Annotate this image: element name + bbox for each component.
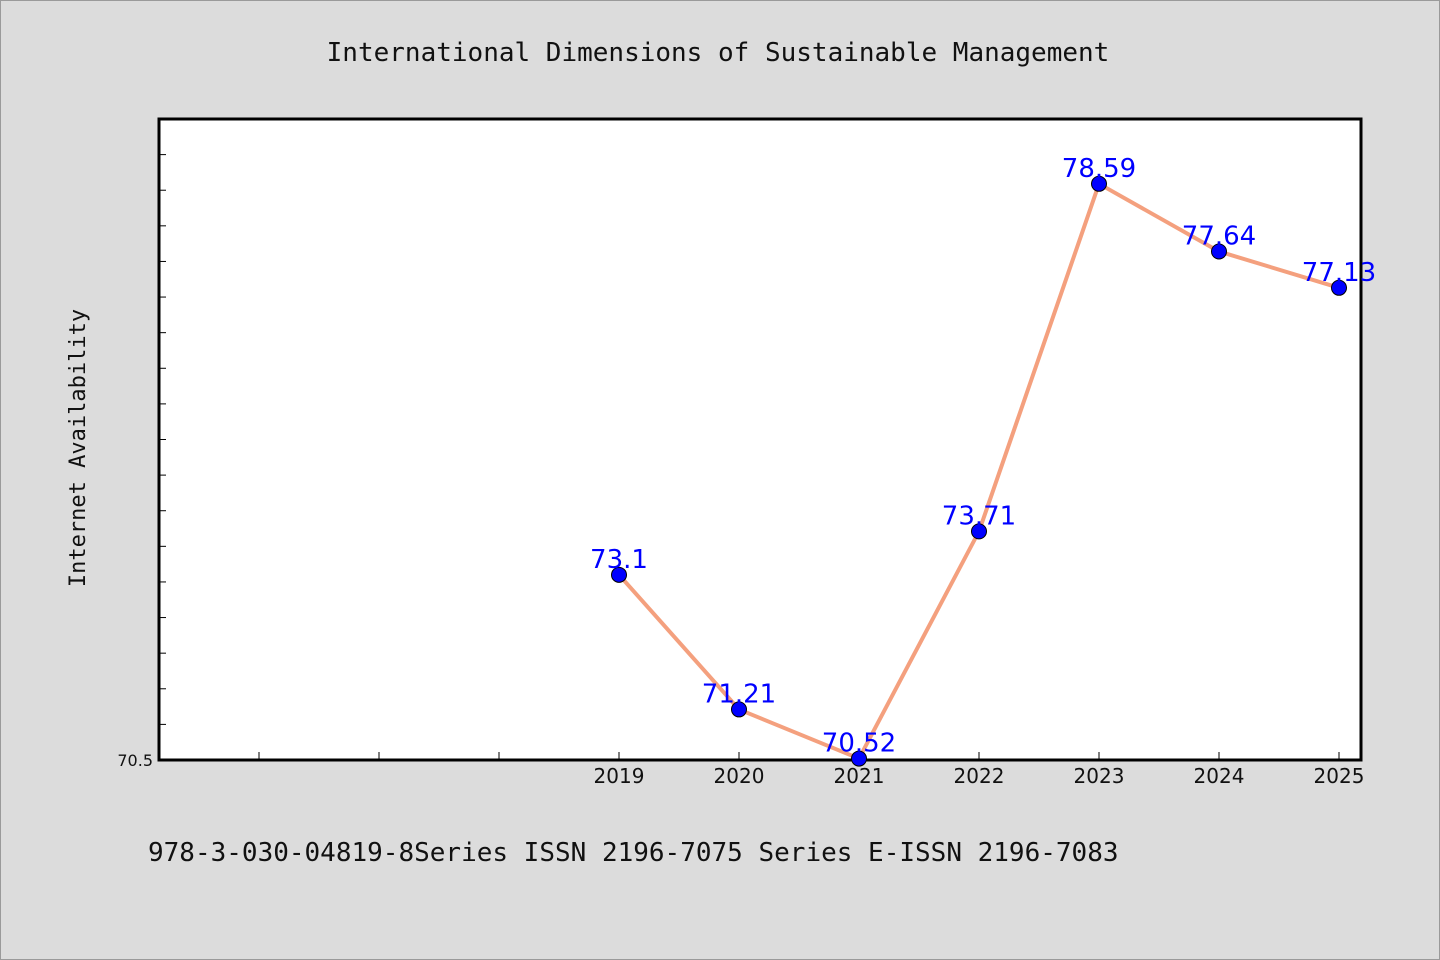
x-tick-label: 2020 [714, 764, 765, 788]
y-tick-labels: 70.5 [117, 751, 153, 770]
x-tick-label: 2023 [1074, 764, 1125, 788]
data-label: 73.1 [590, 545, 648, 575]
data-label: 70.52 [822, 729, 896, 759]
data-point [971, 523, 987, 540]
data-label: 73.71 [942, 501, 1016, 531]
y-axis-label: Internet Availability [66, 309, 91, 587]
plot-area [157, 117, 1363, 762]
x-tick-label: 2021 [834, 764, 885, 788]
data-point [731, 701, 747, 718]
data-point [851, 750, 867, 767]
footer-isbn-text: 978-3-030-04819-8Series ISSN 2196-7075 S… [148, 838, 1119, 868]
x-tick-labels: 2019 2020 2021 2022 2023 2024 2025 [594, 764, 1365, 788]
series-markers [611, 175, 1347, 767]
data-labels: 73.1 71.21 70.52 73.71 78.59 77.64 77.13 [590, 154, 1376, 759]
data-label: 77.13 [1302, 258, 1376, 288]
y-tick-label: 70.5 [117, 751, 153, 770]
data-label: 71.21 [702, 679, 776, 709]
data-label: 77.64 [1182, 221, 1256, 251]
chart-title: International Dimensions of Sustainable … [327, 38, 1110, 68]
x-tick-label: 2022 [954, 764, 1005, 788]
data-point [1211, 243, 1227, 260]
data-label: 78.59 [1062, 154, 1136, 184]
data-point [611, 566, 627, 583]
y-axis-ticks [159, 118, 166, 761]
x-tick-label: 2024 [1194, 764, 1245, 788]
x-tick-label: 2025 [1314, 764, 1365, 788]
data-point [1331, 279, 1347, 296]
data-point [1091, 175, 1107, 192]
x-tick-label: 2019 [594, 764, 645, 788]
